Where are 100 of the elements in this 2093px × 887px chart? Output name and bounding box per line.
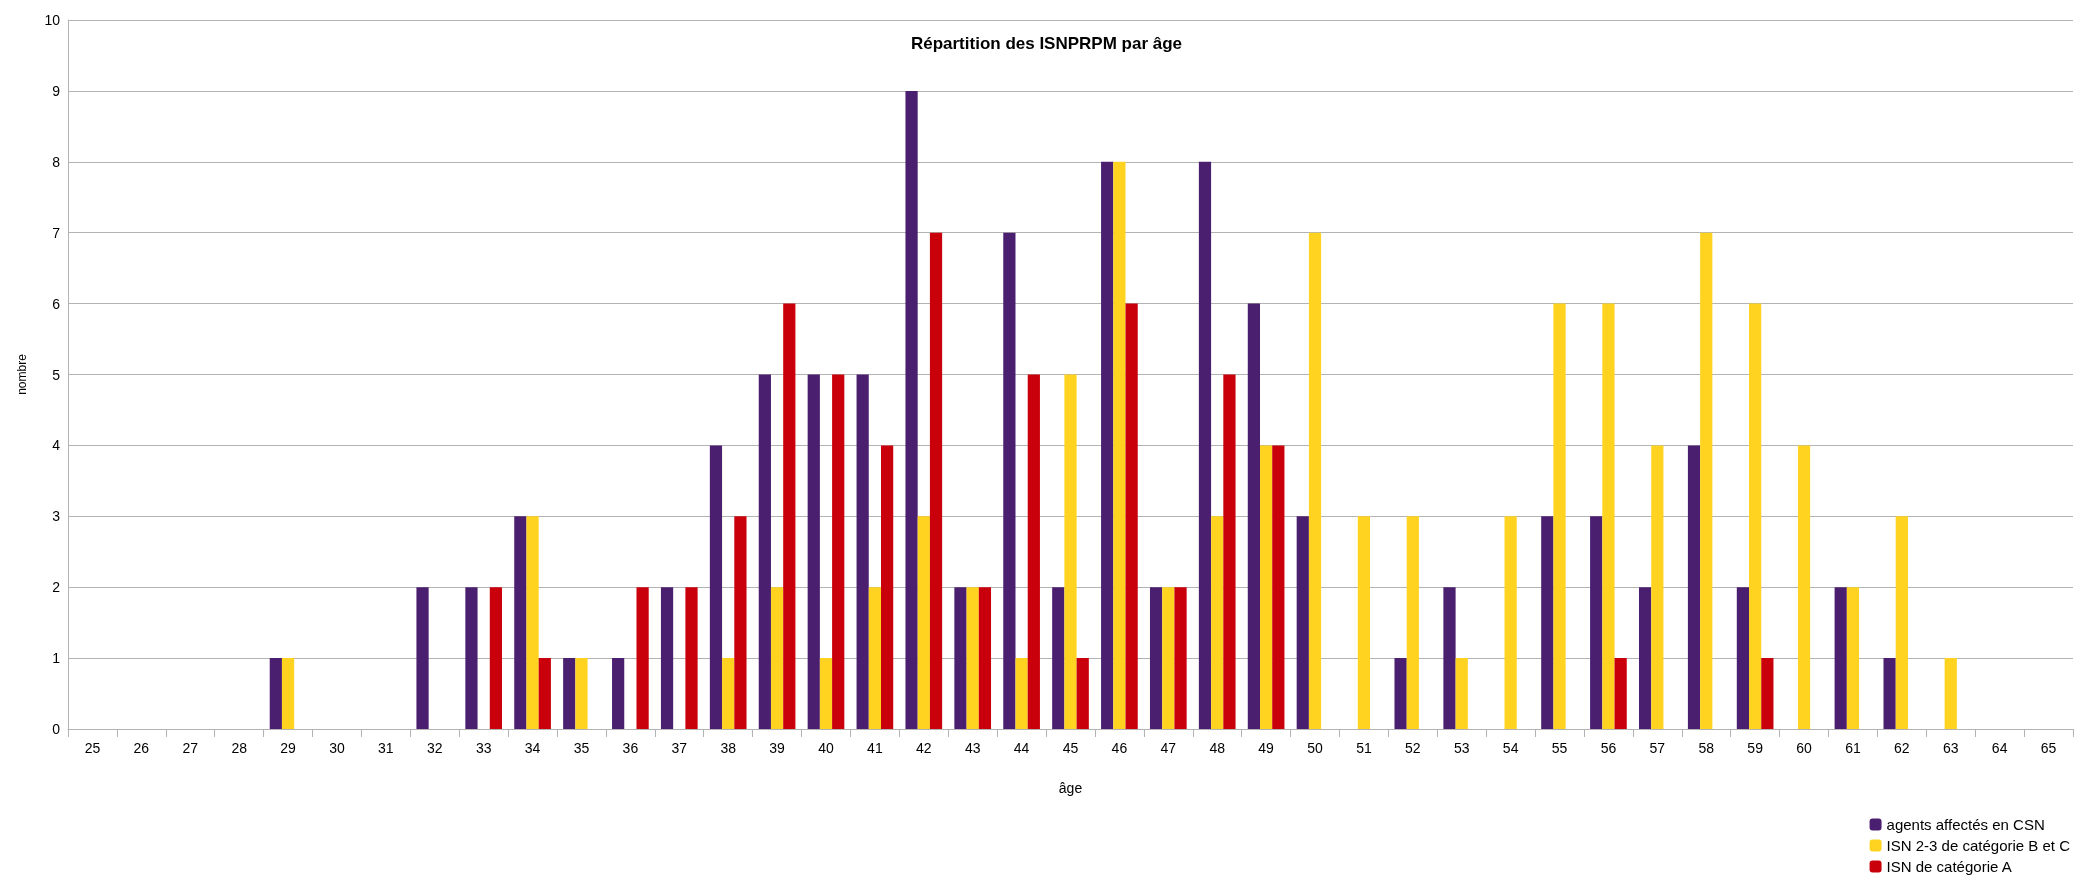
x-tick-label: 35 [573,740,590,756]
bar [1687,445,1701,729]
x-tick-label: 62 [1894,740,1910,756]
x-tick-label: 42 [916,740,932,756]
x-tick-label: 56 [1600,740,1617,756]
x-tick-label: 63 [1942,740,1959,756]
bar [489,587,503,729]
bar [954,587,967,729]
bar [770,587,784,729]
bar [709,445,723,729]
bar [281,658,295,729]
bar [1749,303,1762,729]
y-tick-label: 10 [44,12,61,28]
x-tick-label: 44 [1013,740,1030,756]
bar [1113,161,1126,729]
bar [1895,516,1908,729]
bar [1394,658,1407,729]
legend-label: ISN de catégorie A [1886,858,2012,875]
y-tick-label: 7 [52,224,61,241]
bar [978,587,992,729]
bar [1357,516,1371,729]
bar [685,587,698,729]
bar [1846,587,1860,729]
x-tick-label: 31 [378,740,394,756]
x-tick-label: 39 [769,740,786,756]
x-tick-label: 46 [1111,740,1128,756]
bar [1308,232,1322,729]
bar [1223,374,1236,729]
bar [1296,516,1309,729]
bar [905,90,918,729]
bar [1174,587,1187,729]
y-tick-label: 4 [52,437,61,454]
bar [514,516,527,729]
y-tick-label: 3 [52,508,61,525]
x-tick-label: 32 [426,740,443,756]
bar [1761,658,1774,729]
bar [868,587,881,729]
x-tick-label: 59 [1747,740,1764,756]
x-tick-label: 29 [280,740,297,756]
bar [1406,516,1419,729]
bar [1443,587,1456,729]
bar [1149,587,1163,729]
bar [758,374,771,729]
x-tick-label: 50 [1307,740,1324,756]
bar [416,587,429,729]
bar [1162,587,1175,729]
bar [1198,161,1212,729]
x-tick-label: 41 [867,740,883,756]
bar [1101,161,1114,729]
x-tick-label: 64 [1991,740,2008,756]
y-tick-label: 0 [52,721,61,737]
bar [819,658,833,729]
bar [1260,445,1273,729]
x-tick-label: 27 [182,740,199,756]
bar [1883,658,1896,729]
bar [1455,658,1468,729]
bar [526,516,539,729]
x-tick-label: 33 [475,740,492,756]
x-tick-label: 38 [720,740,737,756]
x-tick-label: 30 [329,740,345,756]
x-tick-label: 25 [84,740,101,756]
x-tick-label: 61 [1845,740,1861,756]
bar [636,587,649,729]
bar [929,232,943,729]
bar [1272,445,1285,729]
bar [269,658,282,729]
bar [1736,587,1750,729]
bar [1247,303,1260,729]
bar [722,658,735,729]
bar [1504,516,1517,729]
y-tick-label: 9 [52,82,61,99]
bar [612,658,625,729]
bar [1602,303,1615,729]
bar [1651,445,1664,729]
x-tick-label: 28 [231,740,248,756]
bar [660,587,674,729]
x-tick-label: 40 [818,740,834,756]
bar [1064,374,1077,729]
x-tick-label: 34 [524,740,541,756]
legend-label: ISN 2-3 de catégorie B et C [1886,837,2071,854]
bar [734,516,747,729]
x-tick-label: 51 [1356,740,1372,756]
x-tick-label: 49 [1258,740,1275,756]
bar [966,587,979,729]
x-tick-label: 55 [1551,740,1568,756]
y-axis-title: nombre [15,353,29,395]
text: Répartition des ISNPRPM par âge [910,34,1183,53]
x-tick-label: 52 [1405,740,1421,756]
x-tick-label: 58 [1698,740,1715,756]
legend-label: agents affectés en CSN [1886,816,2045,833]
bar [1614,658,1627,729]
x-tick-label: 54 [1502,740,1519,756]
bar [1015,658,1028,729]
x-tick-label: 36 [622,740,639,756]
x-tick-label: 48 [1209,740,1226,756]
bar [465,587,478,729]
x-axis-title: âge [1058,780,1083,796]
bar [881,445,894,729]
bar [1052,587,1065,729]
bar [1076,658,1089,729]
